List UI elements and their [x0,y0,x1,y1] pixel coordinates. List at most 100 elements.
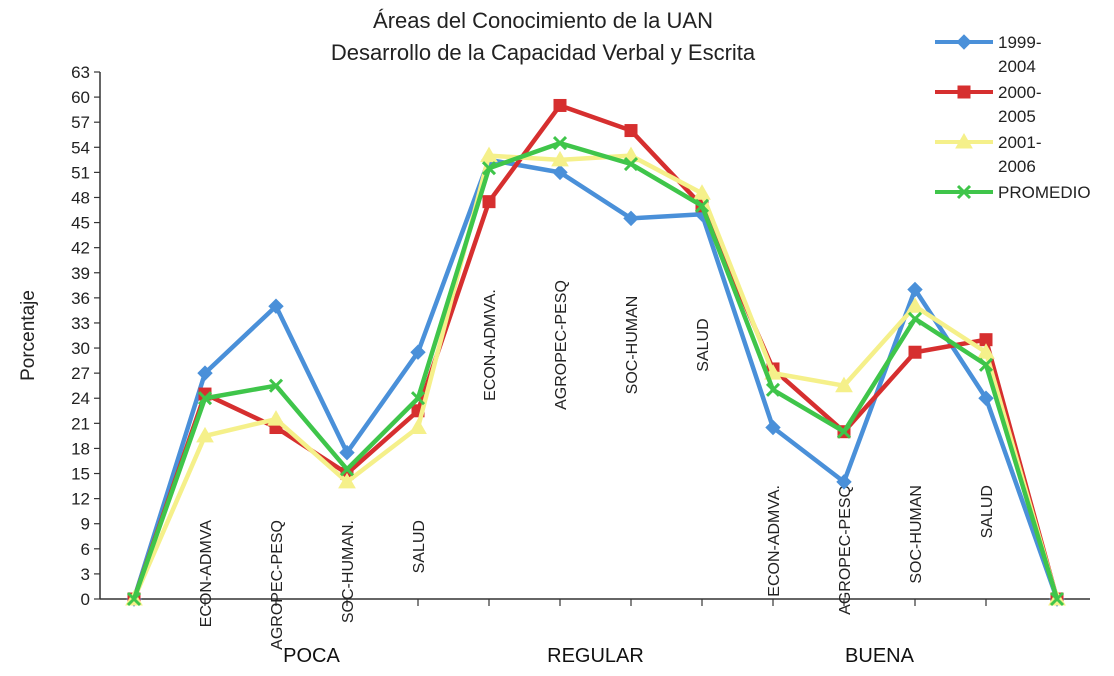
data-point [908,345,922,359]
y-tick-label: 42 [71,239,90,258]
data-point [1049,591,1065,607]
data-point-stroke [339,462,355,477]
y-tick-label: 30 [71,339,90,358]
data-point [907,311,923,326]
data-point [339,462,355,477]
data-point [552,164,568,181]
x-tick-label: ECON-ADMVA. [766,485,783,597]
plot-area [125,98,1066,607]
y-tick-label: 27 [71,364,90,383]
data-point [339,444,355,461]
data-point-stroke [623,156,639,172]
data-point [409,418,427,435]
x-group-label: REGULAR [547,645,644,667]
data-point [623,210,639,227]
y-tick-label: 0 [81,590,90,609]
data-point-stroke [481,161,497,176]
data-point [694,198,710,213]
y-tick-label: 18 [71,439,90,458]
y-tick-label: 6 [81,540,90,559]
data-point-stroke [268,378,284,393]
x-group-label: POCA [283,645,340,667]
y-tick-label: 51 [71,163,90,182]
data-point [197,391,213,406]
legend-item: 2001- 2006 [935,132,1041,176]
x-group-label: BUENA [845,645,915,667]
series-line [131,140,1060,600]
y-tick-label: 33 [71,314,90,333]
data-point [956,184,972,200]
y-tick-label: 36 [71,289,90,308]
series-PROMEDIO [126,136,1065,607]
data-point [268,298,284,314]
y-tick-label: 15 [71,465,90,484]
y-tick-label: 21 [71,414,90,433]
data-point [836,474,852,490]
y-tick-label: 45 [71,214,90,233]
data-point [955,132,973,149]
data-point [197,365,213,381]
x-tick-label: SOC-HUMAN [624,296,641,395]
data-point-stroke [126,591,142,607]
x-tick-label: AGROPEC-PESQ [269,520,286,650]
data-point [338,472,356,489]
data-point [196,426,214,443]
x-tick-label: ECON-ADMVA. [482,289,499,401]
x-tick-label: SALUD [979,485,996,538]
legend-label: 1999- [998,33,1041,52]
data-point [765,419,781,436]
y-tick-label: 60 [71,88,90,107]
x-tick-label: SALUD [411,520,428,573]
data-point-stroke [197,391,213,406]
y-tick-label: 39 [71,264,90,283]
data-point-stroke [552,136,568,151]
legend-item: 1999- 2004 [935,33,1041,76]
data-point-stroke [978,357,994,372]
data-point-stroke [956,184,972,200]
legend-label: PROMEDIO [998,183,1091,202]
y-tick-label: 24 [71,389,90,408]
data-point [126,591,142,607]
data-point [624,124,638,138]
data-point-stroke [410,391,426,406]
y-tick-label: 12 [71,490,90,509]
data-point [835,376,853,393]
data-point [410,344,426,360]
data-point-stroke [765,382,781,397]
data-point [765,382,781,397]
data-point [551,150,569,167]
data-point-stroke [836,424,852,439]
legend: 1999- 2004 2000- 2005 2001- 2006 PROMEDIO [935,33,1091,202]
data-point [836,424,852,439]
data-point [481,161,497,176]
chart-title: Áreas del Conocimiento de la UAN Desarrol… [331,8,756,65]
data-point [956,34,972,50]
y-axis-label: Porcentaje [18,290,39,381]
data-point [268,378,284,393]
data-point [957,85,971,99]
x-axis: ECON-ADMVA AGROPEC-PESQ SOC-HUMAN. SALUD ECO… [100,280,1090,667]
data-point [553,98,567,112]
legend-item: 2000- 2005 [935,83,1041,126]
data-point [907,281,923,298]
x-tick-label: ECON-ADMVA [198,520,215,628]
x-tick-label: AGROPEC-PESQ [553,280,570,410]
y-tick-label: 54 [71,138,90,157]
data-point [267,410,285,426]
legend-label: 2004 [998,57,1036,76]
data-point [482,195,496,209]
x-tick-label: AGROPEC-PESQ [837,485,854,615]
data-point [978,390,994,406]
y-tick-label: 57 [71,113,90,132]
data-point [480,146,498,163]
series-line [131,153,1060,600]
data-point [693,184,711,200]
data-point [906,297,924,313]
data-point [977,343,995,359]
data-point-stroke [694,198,710,213]
legend-item: PROMEDIO [935,183,1091,202]
x-tick-label: SOC-HUMAN. [340,520,357,623]
data-point [978,357,994,372]
